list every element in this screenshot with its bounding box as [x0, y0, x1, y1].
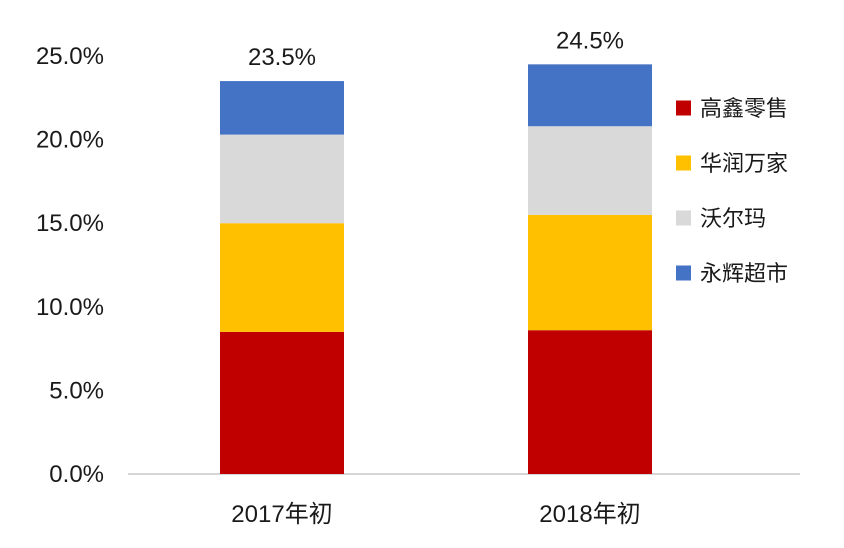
bar-segment	[220, 134, 344, 224]
legend-swatch	[676, 155, 691, 171]
y-tick-label: 25.0%	[36, 43, 104, 70]
bar-segment	[220, 81, 344, 135]
y-tick-label: 20.0%	[36, 127, 104, 154]
legend-swatch	[676, 210, 691, 226]
legend-label: 永辉超市	[700, 261, 788, 286]
bar-segment	[528, 214, 652, 331]
x-category-label: 2018年初	[539, 501, 640, 528]
y-axis-tick-labels: 0.0% 5.0% 10.0% 15.0% 20.0% 25.0%	[36, 43, 104, 488]
bar-segment	[528, 64, 652, 127]
bar-segment	[528, 330, 652, 474]
legend-label: 华润万家	[700, 151, 788, 176]
bar-total-label: 24.5%	[556, 27, 624, 54]
bar-segment	[528, 126, 652, 215]
y-tick-label: 10.0%	[36, 294, 104, 321]
total-labels: 23.5% 24.5%	[248, 27, 624, 71]
y-tick-label: 15.0%	[36, 210, 104, 237]
legend-swatch	[676, 265, 691, 281]
legend-swatch	[676, 100, 691, 116]
legend-label: 高鑫零售	[700, 96, 788, 121]
bar-total-label: 23.5%	[248, 44, 316, 71]
y-tick-label: 5.0%	[49, 377, 104, 404]
bar-segment	[220, 331, 344, 474]
x-category-label: 2017年初	[231, 501, 332, 528]
y-tick-label: 0.0%	[49, 461, 104, 488]
bar-segment	[220, 223, 344, 332]
legend-label: 沃尔玛	[700, 206, 766, 231]
x-axis-category-labels: 2017年初 2018年初	[231, 501, 640, 528]
bar-stacks	[220, 64, 652, 474]
